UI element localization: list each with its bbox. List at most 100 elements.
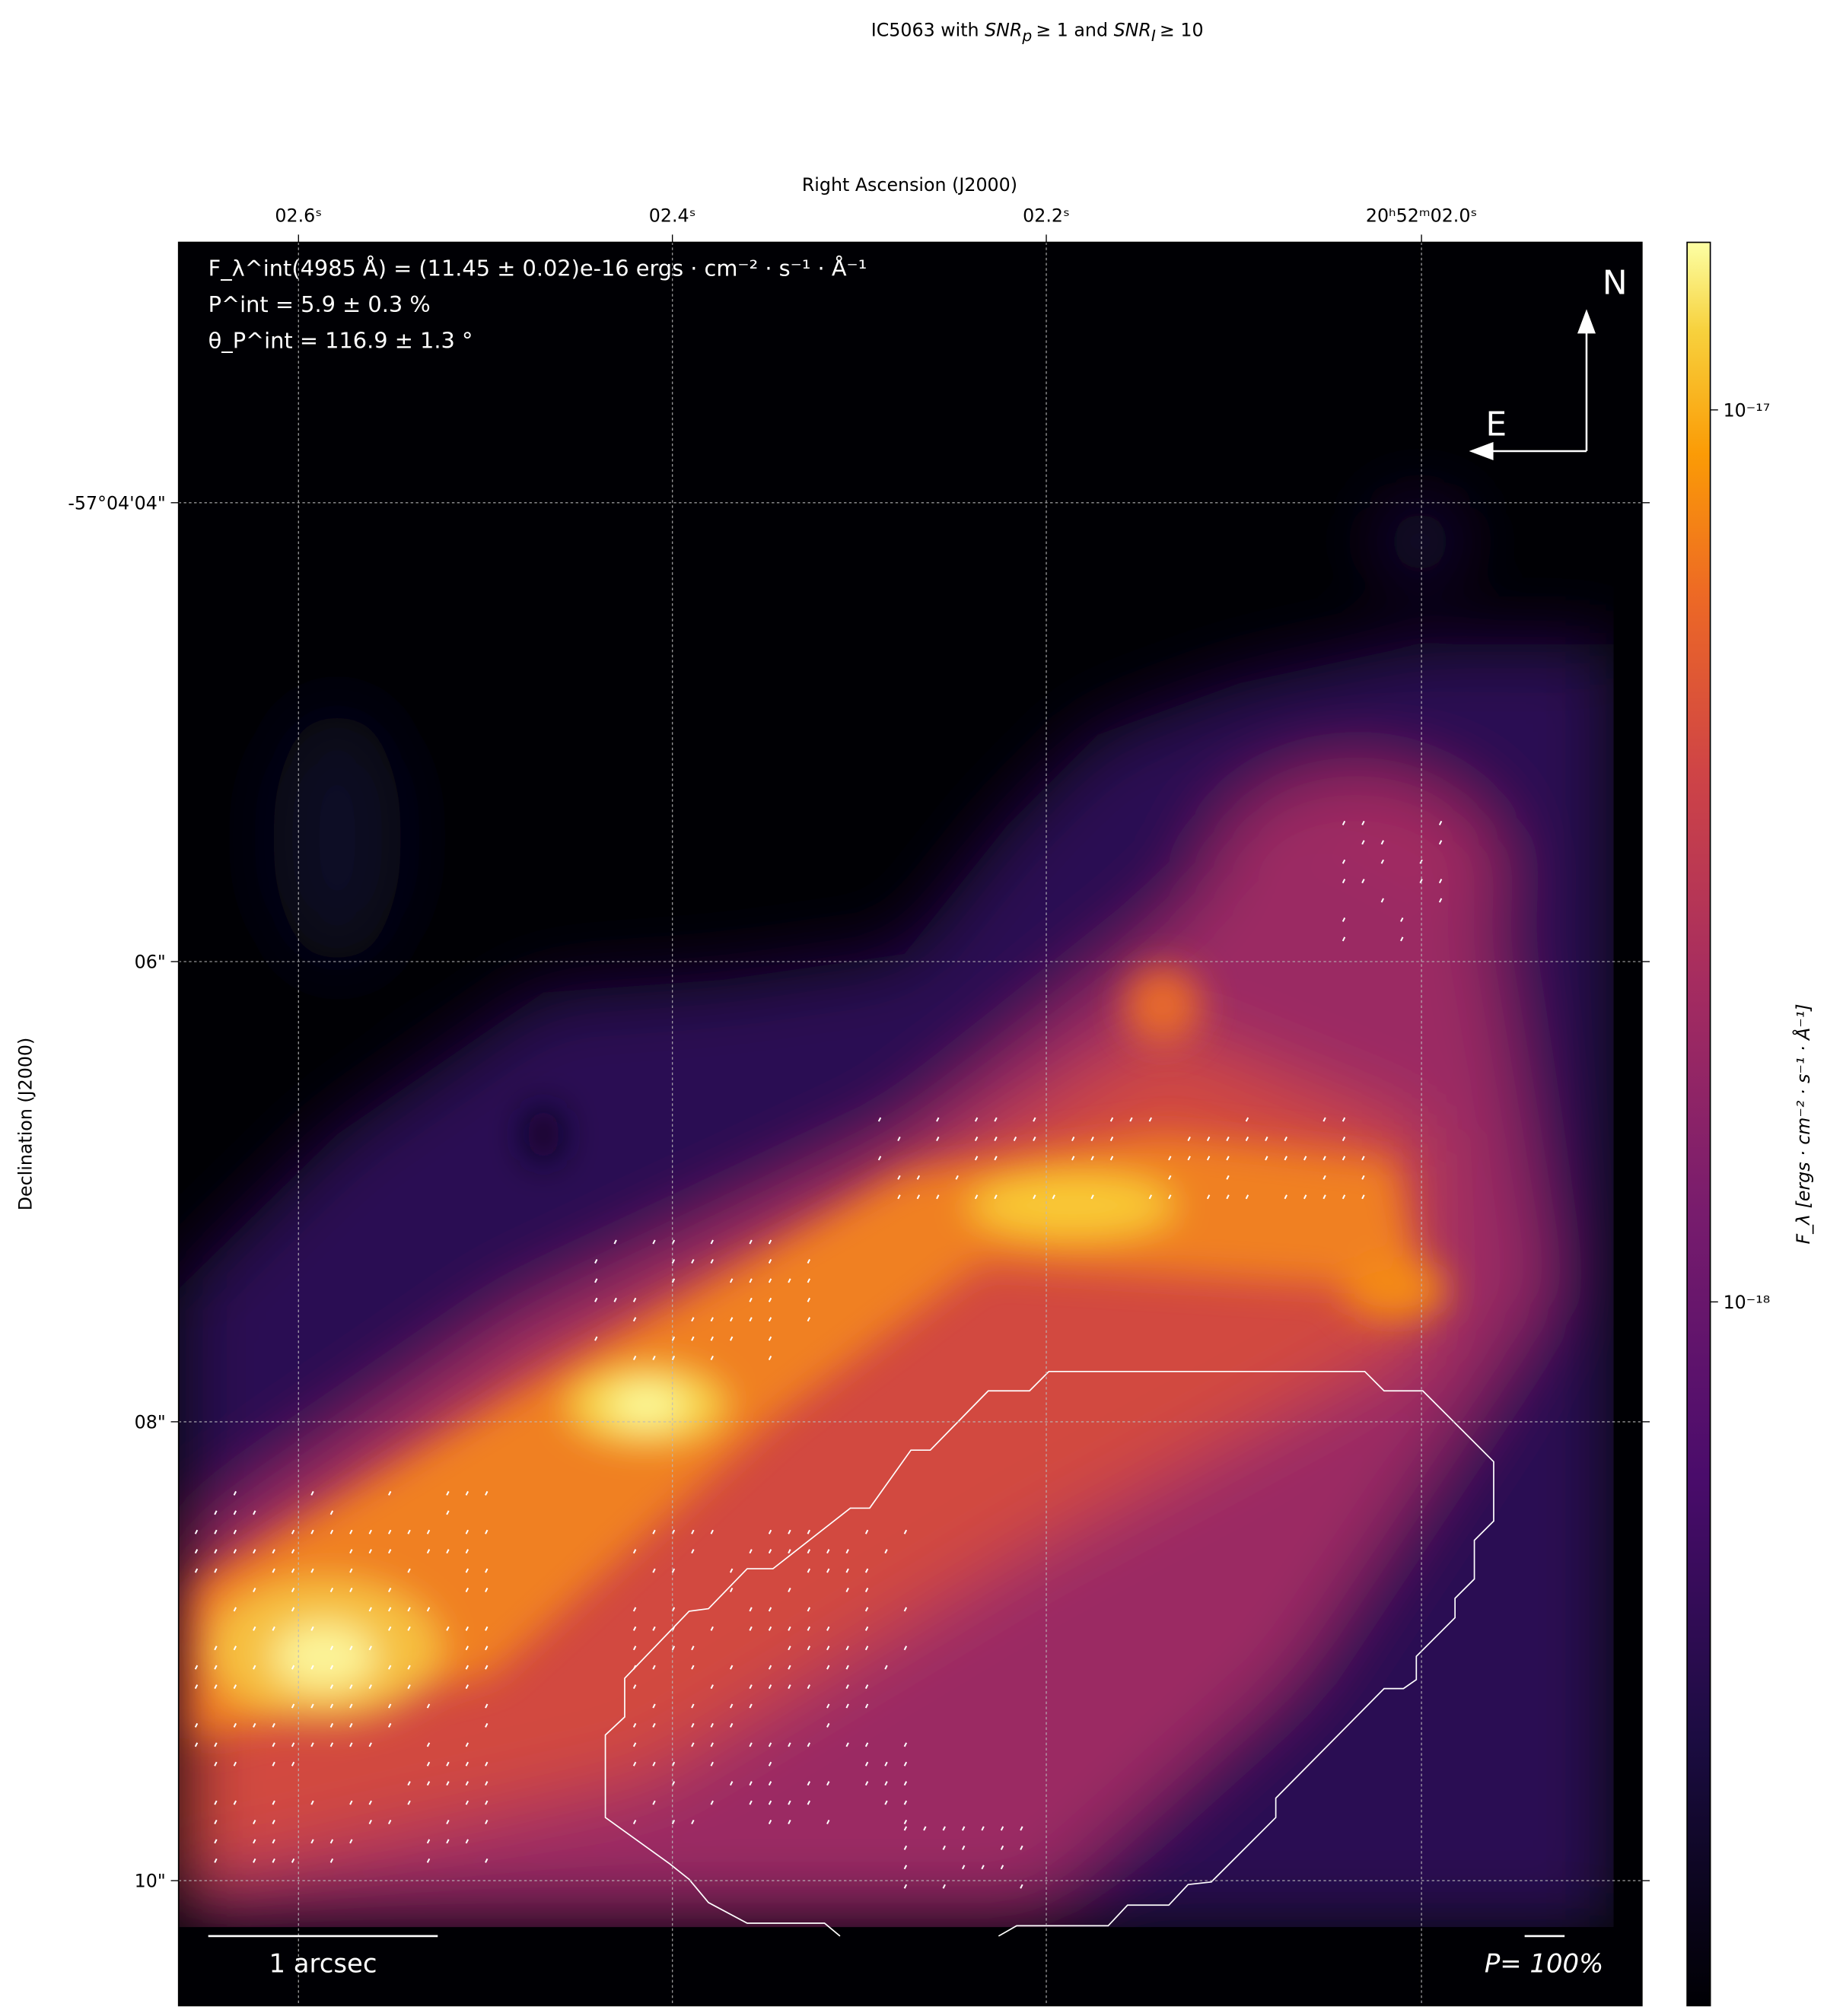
polarization-vector (329, 1510, 334, 1515)
polarization-vector (652, 1761, 656, 1766)
polarization-vector (632, 1356, 637, 1361)
polarization-vector (671, 1820, 676, 1824)
polarization-vector (768, 1529, 772, 1534)
polarization-vector (1071, 1156, 1075, 1161)
polarization-vector (1020, 1845, 1023, 1850)
polarization-vector (1303, 1156, 1307, 1161)
polarization-vector (233, 1490, 237, 1496)
polarization-vector (877, 1156, 882, 1161)
polarization-vector (903, 1820, 908, 1824)
polarization-vector (349, 1588, 353, 1593)
polarization-vector (903, 1646, 908, 1651)
polarization-vector (710, 1626, 714, 1631)
polarization-vector (446, 1549, 450, 1554)
polarization-vector (465, 1588, 469, 1593)
polarization-vector (826, 1646, 830, 1651)
polarization-vector (994, 1117, 998, 1122)
polarization-vector (349, 1529, 353, 1534)
polarization-vector (485, 1800, 489, 1805)
polarization-vector (387, 1529, 392, 1534)
polarization-vector (465, 1800, 469, 1805)
polarization-vector (272, 1858, 275, 1863)
polarization-vector (291, 1761, 295, 1766)
polarization-vector (710, 1336, 714, 1341)
colorbar-ticks (1710, 409, 1718, 1302)
polarization-vector (214, 1761, 218, 1766)
polarization-vector (729, 1588, 734, 1593)
polarization-vector (652, 1529, 656, 1534)
polarization-annotation: P^int = 5.9 ± 0.3 % (208, 291, 431, 317)
polarization-vector (1265, 1156, 1268, 1161)
polarization-vector (807, 1549, 811, 1554)
polarization-vector (310, 1529, 314, 1534)
polarization-vector (788, 1529, 791, 1534)
polarization-vector (768, 1626, 772, 1631)
polarization-vector (349, 1839, 353, 1844)
polarization-vector (903, 1781, 908, 1786)
polarization-vector (671, 1356, 676, 1361)
polarization-vector (1090, 1136, 1094, 1141)
x-tick-label: 02.2ˢ (1023, 205, 1070, 226)
polarization-vector (329, 1646, 334, 1651)
plot-frame (177, 241, 1643, 2007)
polarization-vector (1226, 1136, 1230, 1141)
polarization-vector (807, 1646, 811, 1651)
polarization-vector (1342, 1156, 1346, 1161)
polarization-vector (1380, 898, 1385, 903)
polarization-vector (981, 1865, 985, 1870)
polarization-vector (1342, 917, 1346, 922)
polarization-vector (1284, 1156, 1287, 1161)
polarization-vector (1206, 1156, 1211, 1161)
polarization-vector (897, 1136, 901, 1141)
polarization-vector (749, 1742, 753, 1747)
polarization-vector (981, 1826, 985, 1831)
polarization-vector (864, 1761, 869, 1766)
polarization-vector (368, 1684, 372, 1690)
polarization-vector (253, 1820, 256, 1824)
polarization-vector (1109, 1136, 1114, 1141)
polarization-vector (632, 1722, 637, 1728)
polarization-vector (1071, 1136, 1075, 1141)
polarization-vector (387, 1549, 392, 1554)
polarization-vector (1245, 1194, 1249, 1200)
polarization-vector (807, 1258, 811, 1264)
polarization-vector (426, 1607, 431, 1612)
polarization-vector (671, 1568, 676, 1573)
polarization-vector (826, 1568, 830, 1573)
polarization-vector (710, 1761, 714, 1766)
polarization-vector (349, 1646, 353, 1651)
polarization-vector (942, 1845, 946, 1850)
polarization-vector (864, 1607, 869, 1612)
polarization-vector (632, 1742, 637, 1747)
polarization-vector (233, 1800, 237, 1805)
polarization-vector (710, 1722, 714, 1728)
polarization-vector (310, 1703, 314, 1709)
polarization-vector (1245, 1136, 1249, 1141)
polarization-vector (368, 1549, 372, 1554)
polarization-vector (349, 1703, 353, 1709)
polarization-vector (807, 1742, 811, 1747)
polarization-vector (329, 1742, 334, 1747)
polarization-vector (749, 1297, 753, 1302)
polarization-vector (446, 1781, 450, 1786)
polarization-vector (1438, 840, 1443, 845)
polarization-vector (426, 1703, 431, 1709)
polarization-vector (349, 1684, 353, 1690)
polarization-vector (485, 1781, 489, 1786)
polarization-vector (272, 1820, 275, 1824)
polarization-vector (729, 1781, 734, 1786)
colorbar (1686, 241, 1711, 2007)
x-tick-label: 20ʰ52ᵐ02.0ˢ (1366, 205, 1477, 226)
polarization-vector (1342, 1194, 1346, 1200)
flux-annotation: F_λ^int(4985 Å) = (11.45 ± 0.02)e-16 erg… (208, 256, 867, 281)
polarization-vector (272, 1839, 275, 1844)
polarization-vector (1342, 859, 1346, 864)
polarization-vector (768, 1665, 772, 1670)
polarization-vector (1419, 879, 1423, 884)
polarization-vector (916, 1194, 921, 1200)
polarization-vector (903, 1607, 908, 1612)
polarization-vector (788, 1820, 791, 1824)
polarization-vector (272, 1549, 275, 1554)
polarization-vector (407, 1607, 411, 1612)
polarization-vector (877, 1117, 882, 1122)
